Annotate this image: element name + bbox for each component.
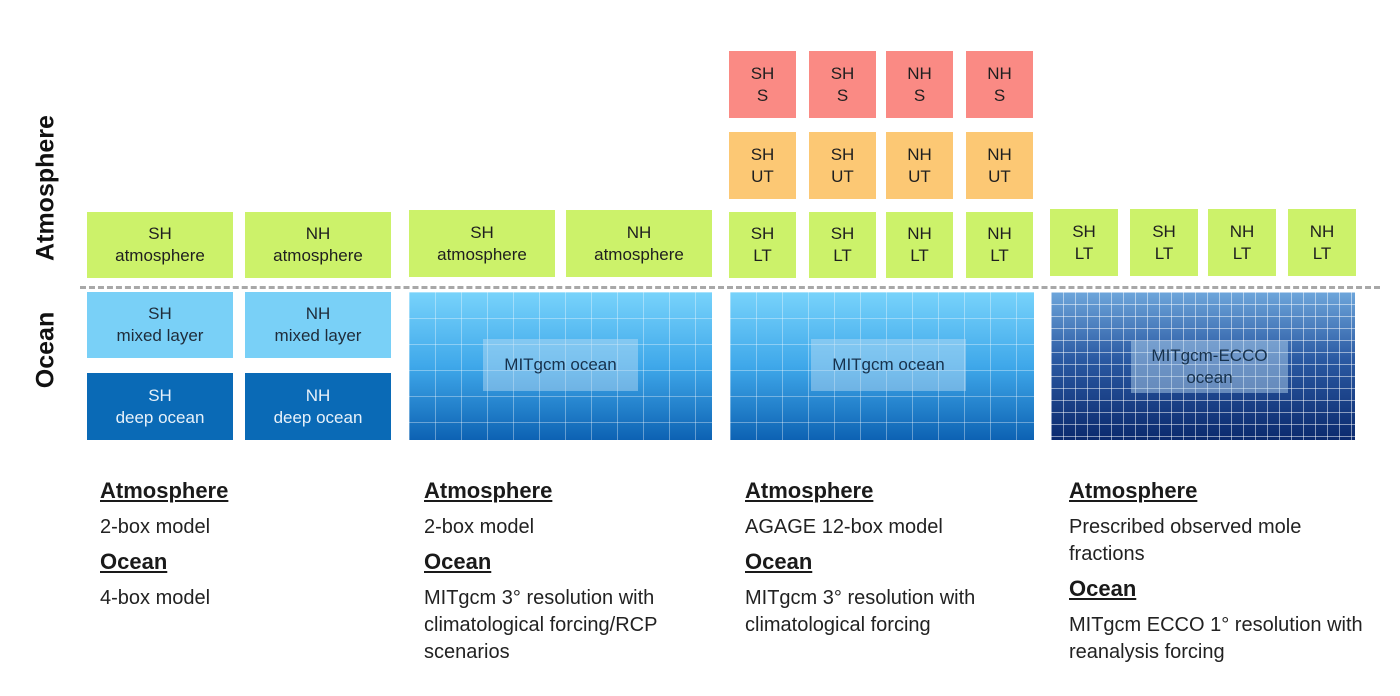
panel3-stratosphere-box-1: SH S: [729, 51, 796, 118]
panel1-sh-mixed-layer-box: SH mixed layer: [87, 292, 233, 358]
panel2-mitgcm-ocean-grid: [409, 292, 712, 440]
panel3-upper-troposphere-box-2: SH UT: [809, 132, 876, 199]
panel2-description: Atmosphere 2-box model Ocean MITgcm 3° r…: [424, 478, 724, 666]
panel4-atmosphere-heading: Atmosphere: [1069, 478, 1198, 503]
panel4-description: Atmosphere Prescribed observed mole frac…: [1069, 478, 1369, 666]
panel3-lower-troposphere-box-4: NH LT: [966, 212, 1033, 278]
panel1-ocean-text: 4-box model: [100, 587, 211, 609]
panel2-ocean-heading: Ocean: [424, 549, 492, 574]
panel1-nh-atmosphere-box: NH atmosphere: [245, 212, 391, 278]
panel3-stratosphere-box-3: NH S: [886, 51, 953, 118]
panel3-lower-troposphere-box-1: SH LT: [729, 212, 796, 278]
panel3-ocean-text: MITgcm 3° resolution with climatological…: [745, 587, 976, 636]
panel3-mitgcm-ocean-grid: [730, 292, 1034, 440]
panel3-ocean-heading: Ocean: [745, 549, 813, 574]
panel3-upper-troposphere-box-4: NH UT: [966, 132, 1033, 199]
panel2-ocean-text: MITgcm 3° resolution with climatological…: [424, 587, 658, 663]
panel3-upper-troposphere-box-1: SH UT: [729, 132, 796, 199]
panel4-mitgcm-ecco-ocean-grid: [1051, 292, 1355, 440]
panel2-atmosphere-heading: Atmosphere: [424, 478, 553, 503]
panel3-description: Atmosphere AGAGE 12-box model Ocean MITg…: [745, 478, 1040, 639]
panel1-atmosphere-text: 2-box model: [100, 516, 211, 538]
panel1-ocean-heading: Ocean: [100, 549, 168, 574]
panel3-lower-troposphere-box-3: NH LT: [886, 212, 953, 278]
panel2-sh-atmosphere-box: SH atmosphere: [409, 210, 555, 277]
panel1-nh-deep-ocean-box: NH deep ocean: [245, 373, 391, 440]
panel3-atmosphere-text: AGAGE 12-box model: [745, 516, 943, 538]
panel4-lower-troposphere-box-4: NH LT: [1288, 209, 1356, 276]
panel3-stratosphere-box-2: SH S: [809, 51, 876, 118]
panel1-description: Atmosphere 2-box model Ocean 4-box model: [100, 478, 390, 612]
panel3-stratosphere-box-4: NH S: [966, 51, 1033, 118]
panel2-nh-atmosphere-box: NH atmosphere: [566, 210, 712, 277]
panel4-lower-troposphere-box-3: NH LT: [1208, 209, 1276, 276]
panel3-atmosphere-heading: Atmosphere: [745, 478, 874, 503]
panel4-lower-troposphere-box-2: SH LT: [1130, 209, 1198, 276]
panel4-lower-troposphere-box-1: SH LT: [1050, 209, 1118, 276]
panel1-sh-deep-ocean-box: SH deep ocean: [87, 373, 233, 440]
panel2-ocean-label: MITgcm ocean: [483, 339, 638, 391]
atmosphere-ocean-divider: [80, 286, 1380, 289]
panel1-atmosphere-heading: Atmosphere: [100, 478, 229, 503]
panel1-sh-atmosphere-box: SH atmosphere: [87, 212, 233, 278]
panel4-ocean-text: MITgcm ECCO 1° resolution with reanalysi…: [1069, 614, 1363, 663]
atmosphere-side-label: Atmosphere: [31, 115, 60, 261]
ocean-side-label: Ocean: [31, 311, 60, 389]
panel1-nh-mixed-layer-box: NH mixed layer: [245, 292, 391, 358]
panel3-upper-troposphere-box-3: NH UT: [886, 132, 953, 199]
panel2-atmosphere-text: 2-box model: [424, 516, 535, 538]
panel3-lower-troposphere-box-2: SH LT: [809, 212, 876, 278]
panel4-atmosphere-text: Prescribed observed mole fractions: [1069, 516, 1302, 565]
panel4-ocean-heading: Ocean: [1069, 576, 1137, 601]
panel4-ocean-label: MITgcm-ECCO ocean: [1131, 341, 1288, 393]
panel3-ocean-label: MITgcm ocean: [811, 339, 966, 391]
